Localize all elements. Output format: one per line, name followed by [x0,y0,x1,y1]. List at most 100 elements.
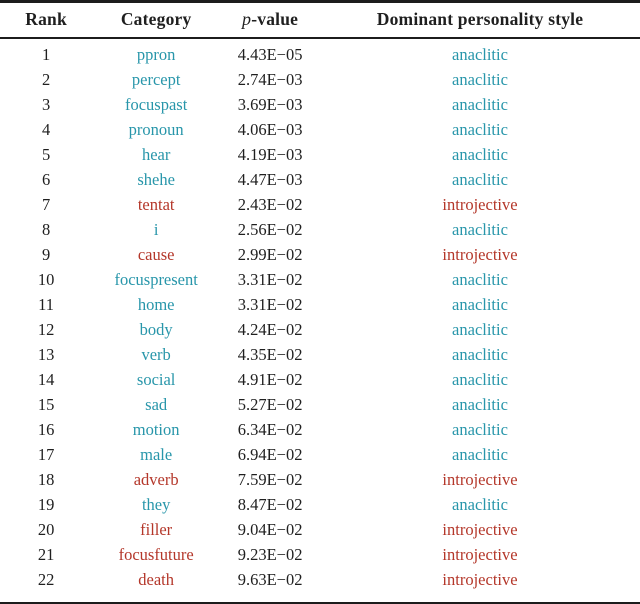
style-cell: anaclitic [452,120,508,139]
header-p-value: p-value [220,2,320,39]
rank-cell: 22 [37,570,55,589]
p-value-cell: 4.35E−02 [237,345,303,364]
style-cell: anaclitic [452,170,508,189]
style-cell: introjective [442,570,518,589]
p-value-cell: 4.06E−03 [237,120,303,139]
style-cell: introjective [442,545,518,564]
p-value-cell: 6.94E−02 [237,445,303,464]
rank-cell: 3 [41,95,51,114]
table-row: 5 hear 4.19E−03 anaclitic [0,142,640,167]
style-cell: anaclitic [452,345,508,364]
rank-cell: 2 [41,70,51,89]
p-value-cell: 5.27E−02 [237,395,303,414]
table-row: 7 tentat 2.43E−02 introjective [0,192,640,217]
rank-cell: 11 [38,295,55,314]
style-cell: anaclitic [452,295,508,314]
p-value-cell: 3.31E−02 [237,270,303,289]
style-cell: anaclitic [452,70,508,89]
table-body: 1 ppron 4.43E−05 anaclitic 2 percept 2.74E−03 a… [0,38,640,604]
rank-cell: 10 [37,270,55,289]
style-cell: introjective [442,470,518,489]
rank-cell: 5 [41,145,51,164]
p-value-cell: 8.47E−02 [237,495,303,514]
style-cell: anaclitic [452,320,508,339]
table-row: 13 verb 4.35E−02 anaclitic [0,342,640,367]
table-header: Rank Category p-value Dominant personali… [0,2,640,39]
rank-cell: 8 [41,220,51,239]
rank-cell: 9 [41,245,51,264]
style-cell: anaclitic [452,495,508,514]
style-cell: introjective [442,520,518,539]
category-cell: social [136,370,176,389]
category-cell: i [153,220,159,239]
style-cell: anaclitic [452,95,508,114]
table-row: 10 focuspresent 3.31E−02 anaclitic [0,267,640,292]
p-value-cell: 3.31E−02 [237,295,303,314]
p-value-cell: 4.47E−03 [237,170,303,189]
rank-cell: 21 [37,545,55,564]
rank-cell: 12 [37,320,55,339]
category-cell: sad [145,395,168,414]
rank-cell: 18 [37,470,55,489]
table-row: 11 home 3.31E−02 anaclitic [0,292,640,317]
table-row: 20 filler 9.04E−02 introjective [0,517,640,542]
category-cell: ppron [136,45,176,64]
category-cell: home [137,295,175,314]
category-cell: shehe [137,170,175,189]
p-value-cell: 2.56E−02 [237,220,303,239]
rank-cell: 15 [37,395,55,414]
rank-cell: 6 [41,170,51,189]
style-cell: anaclitic [452,220,508,239]
table-row: 21 focusfuture 9.23E−02 introjective [0,542,640,567]
p-value-cell: 6.34E−02 [237,420,303,439]
table-row: 18 adverb 7.59E−02 introjective [0,467,640,492]
style-cell: anaclitic [452,370,508,389]
category-cell: tentat [137,195,175,214]
p-value-cell: 4.91E−02 [237,370,303,389]
header-rank: Rank [25,8,67,29]
table-row: 4 pronoun 4.06E−03 anaclitic [0,117,640,142]
category-cell: male [140,445,173,464]
table-row: 8 i 2.56E−02 anaclitic [0,217,640,242]
style-cell: introjective [442,245,518,264]
style-cell: introjective [442,195,518,214]
header-p-rest: -value [251,8,299,29]
rank-cell: 7 [41,195,51,214]
category-cell: focuspresent [114,270,198,289]
p-value-cell: 2.99E−02 [237,245,303,264]
category-cell: death [138,570,175,589]
table-row: 15 sad 5.27E−02 anaclitic [0,392,640,417]
category-cell: cause [137,245,175,264]
header-row: Rank Category p-value Dominant personali… [0,2,640,39]
p-value-cell: 3.69E−03 [237,95,303,114]
table-row: 1 ppron 4.43E−05 anaclitic [0,38,640,67]
category-cell: motion [132,420,180,439]
p-value-cell: 2.43E−02 [237,195,303,214]
p-value-cell: 2.74E−03 [237,70,303,89]
table-row: 17 male 6.94E−02 anaclitic [0,442,640,467]
category-cell: body [139,320,173,339]
rank-cell: 1 [41,45,51,64]
category-cell: verb [141,345,171,364]
rank-cell: 14 [37,370,55,389]
category-cell: they [141,495,171,514]
category-cell: hear [141,145,171,164]
table-row: 14 social 4.91E−02 anaclitic [0,367,640,392]
category-cell: pronoun [128,120,184,139]
category-cell: percept [131,70,181,89]
category-cell: adverb [133,470,179,489]
p-value-cell: 7.59E−02 [237,470,303,489]
rank-cell: 19 [37,495,55,514]
style-cell: anaclitic [452,145,508,164]
category-cell: filler [140,520,173,539]
rank-cell: 4 [41,120,51,139]
header-category: Category [120,8,192,29]
header-p-italic: p [242,8,252,29]
style-cell: anaclitic [452,270,508,289]
category-cell: focusfuture [118,545,194,564]
table-row: 6 shehe 4.47E−03 anaclitic [0,167,640,192]
rank-cell: 17 [37,445,55,464]
rank-cell: 16 [37,420,55,439]
